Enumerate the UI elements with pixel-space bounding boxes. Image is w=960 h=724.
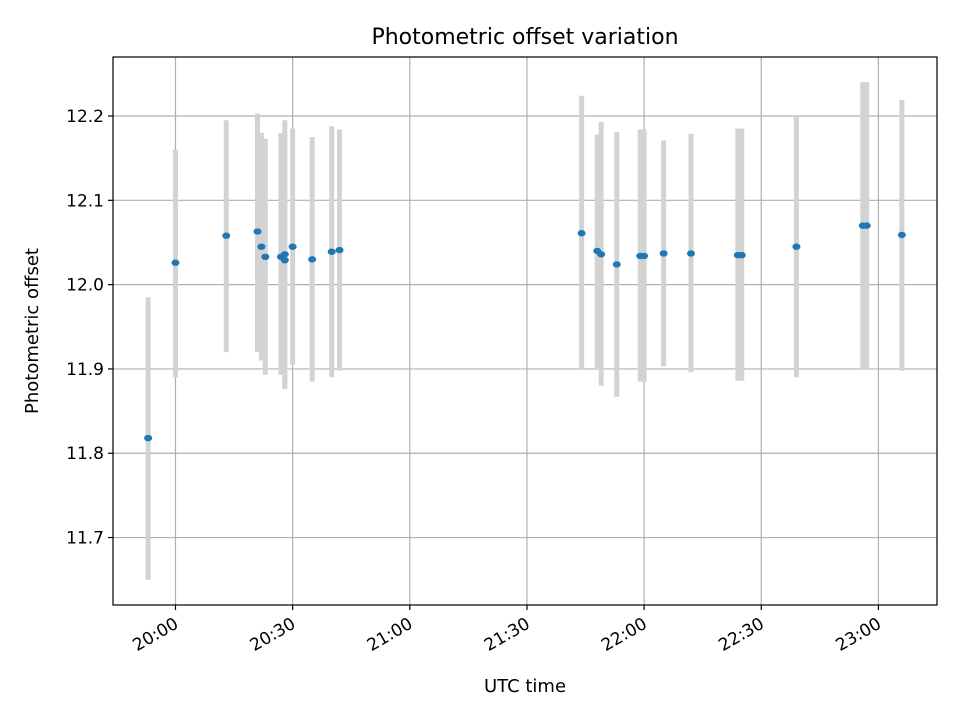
data-point xyxy=(686,250,695,257)
data-point xyxy=(897,231,906,239)
y-tick-label: 11.7 xyxy=(66,529,104,549)
x-tick-label: 20:00 xyxy=(130,614,182,656)
y-tick-label: 11.8 xyxy=(66,444,104,464)
data-point xyxy=(862,222,871,229)
x-tick-label: 21:30 xyxy=(481,614,533,656)
y-axis-label: Photometric offset xyxy=(22,248,43,414)
data-point xyxy=(597,251,606,258)
data-point xyxy=(659,250,668,257)
data-point xyxy=(222,232,231,239)
chart-title: Photometric offset variation xyxy=(371,25,678,50)
y-tick-label: 12.1 xyxy=(66,191,104,211)
data-point xyxy=(308,256,317,263)
data-point xyxy=(257,243,266,250)
data-point xyxy=(261,253,270,261)
data-point xyxy=(640,252,649,260)
data-point xyxy=(280,256,289,264)
plot-frame xyxy=(112,56,938,606)
data-point xyxy=(737,251,746,259)
x-tick-label: 23:00 xyxy=(832,614,884,656)
data-point xyxy=(171,259,180,266)
data-point xyxy=(612,261,621,268)
data-point xyxy=(327,248,336,255)
data-point xyxy=(335,246,344,254)
y-tick-label: 11.9 xyxy=(66,360,104,380)
grid-layer xyxy=(113,57,937,605)
data-point xyxy=(253,228,262,235)
errorbar-layer xyxy=(145,82,905,580)
data-point xyxy=(288,243,297,250)
marker-layer xyxy=(144,222,906,442)
x-tick-label: 22:00 xyxy=(598,614,650,656)
data-point xyxy=(792,243,801,250)
x-tick-label: 22:30 xyxy=(715,614,767,656)
data-point xyxy=(577,230,586,237)
x-tick-label: 21:00 xyxy=(364,614,416,656)
data-point xyxy=(280,251,289,258)
tick-layer: 20:00 20:30 21:00 21:30 22:00 22:30 23:00 11.7 1… xyxy=(66,107,885,656)
x-axis-label: UTC time xyxy=(484,676,566,697)
y-tick-label: 12.2 xyxy=(66,107,104,127)
x-tick-label: 20:30 xyxy=(247,614,299,656)
data-point xyxy=(144,434,153,442)
y-tick-label: 12.0 xyxy=(66,276,104,296)
